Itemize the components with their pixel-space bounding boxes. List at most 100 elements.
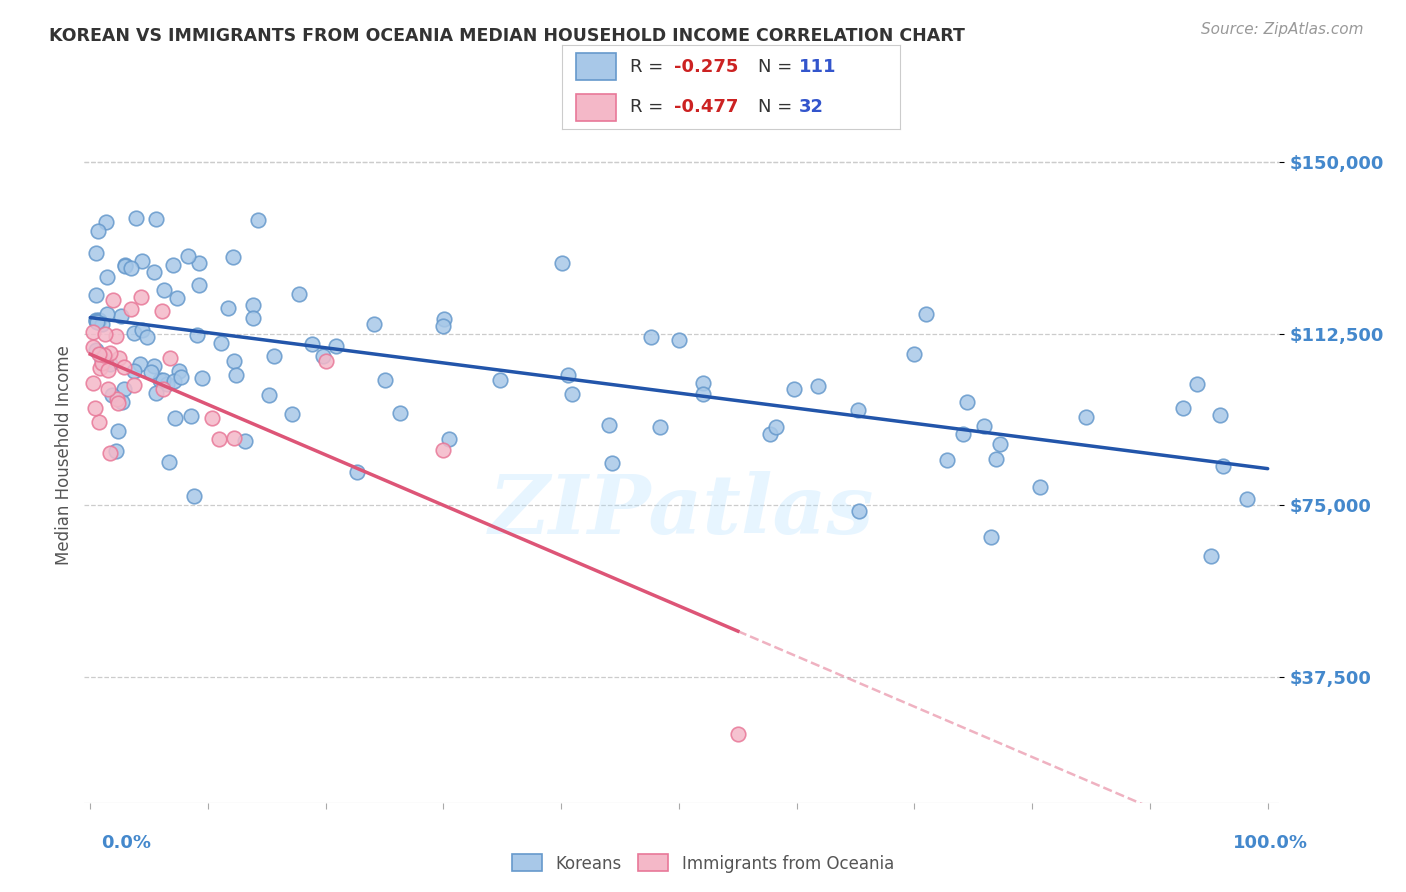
Text: -0.275: -0.275 <box>673 58 738 76</box>
Point <box>170 369 193 384</box>
Point <box>125 211 148 225</box>
Point <box>1209 408 1232 422</box>
Point <box>105 444 128 458</box>
Point <box>129 290 152 304</box>
Point <box>242 298 264 312</box>
Point <box>159 351 181 366</box>
Point <box>105 329 128 343</box>
Point <box>955 395 977 409</box>
Point <box>84 287 107 301</box>
Point <box>91 317 114 331</box>
Text: KOREAN VS IMMIGRANTS FROM OCEANIA MEDIAN HOUSEHOLD INCOME CORRELATION CHART: KOREAN VS IMMIGRANTS FROM OCEANIA MEDIAN… <box>49 27 965 45</box>
Point <box>82 341 104 355</box>
Point <box>131 254 153 268</box>
Text: N =: N = <box>758 98 799 116</box>
Point <box>89 347 111 361</box>
Point <box>217 301 239 315</box>
Point <box>980 530 1002 544</box>
Point <box>84 401 107 415</box>
Point <box>87 415 110 429</box>
Point <box>692 376 714 390</box>
Point <box>177 249 200 263</box>
Point <box>848 503 870 517</box>
Text: 32: 32 <box>799 98 824 116</box>
Text: -0.477: -0.477 <box>673 98 738 116</box>
Point <box>96 270 118 285</box>
Point <box>287 286 309 301</box>
Point <box>107 396 129 410</box>
Legend: Koreans, Immigrants from Oceania: Koreans, Immigrants from Oceania <box>505 847 901 880</box>
Point <box>166 291 188 305</box>
Point <box>640 330 662 344</box>
Point <box>208 432 231 446</box>
Point <box>84 314 107 328</box>
Point <box>96 215 118 229</box>
Point <box>374 374 396 388</box>
Point <box>668 333 690 347</box>
Point <box>152 382 174 396</box>
Point <box>97 363 120 377</box>
Point <box>82 325 104 339</box>
Point <box>97 382 120 396</box>
Text: 0.0%: 0.0% <box>101 834 152 852</box>
Point <box>145 386 167 401</box>
Point <box>84 245 107 260</box>
Point <box>157 455 180 469</box>
Point <box>186 328 208 343</box>
Point <box>141 365 163 379</box>
Point <box>114 259 136 273</box>
Point <box>103 293 125 307</box>
Point <box>648 420 671 434</box>
Point <box>98 446 121 460</box>
Point <box>122 364 145 378</box>
Point <box>1199 549 1222 563</box>
Point <box>437 432 460 446</box>
Point <box>561 386 583 401</box>
Point <box>598 418 620 433</box>
Point <box>142 359 165 374</box>
Point <box>600 456 623 470</box>
Point <box>432 312 454 326</box>
FancyBboxPatch shape <box>576 54 616 80</box>
Point <box>903 347 925 361</box>
Text: Source: ZipAtlas.com: Source: ZipAtlas.com <box>1201 22 1364 37</box>
Point <box>952 426 974 441</box>
Point <box>122 378 145 392</box>
Point <box>263 349 285 363</box>
Text: R =: R = <box>630 58 669 76</box>
Point <box>973 418 995 433</box>
FancyBboxPatch shape <box>576 94 616 120</box>
Point <box>93 327 115 342</box>
Point <box>120 302 142 317</box>
Point <box>163 374 186 388</box>
Point <box>225 368 247 383</box>
Point <box>84 343 107 357</box>
Point <box>325 339 347 353</box>
Point <box>692 386 714 401</box>
Point <box>98 345 121 359</box>
Point <box>89 360 111 375</box>
Point <box>105 392 128 406</box>
Point <box>162 258 184 272</box>
Point <box>432 318 454 333</box>
Point <box>129 357 152 371</box>
Point <box>107 424 129 438</box>
Point <box>432 442 454 457</box>
Point <box>765 420 787 434</box>
Point <box>984 452 1007 467</box>
Point <box>149 373 172 387</box>
Point <box>315 354 337 368</box>
Point <box>98 357 121 371</box>
Point <box>224 354 246 368</box>
Point <box>1076 409 1098 424</box>
Point <box>143 265 166 279</box>
Point <box>124 326 146 340</box>
Y-axis label: Median Household Income: Median Household Income <box>55 345 73 565</box>
Point <box>152 373 174 387</box>
Point <box>93 348 115 362</box>
Point <box>388 406 411 420</box>
Point <box>167 364 190 378</box>
Point <box>257 388 280 402</box>
Point <box>312 350 335 364</box>
Point <box>222 431 245 445</box>
